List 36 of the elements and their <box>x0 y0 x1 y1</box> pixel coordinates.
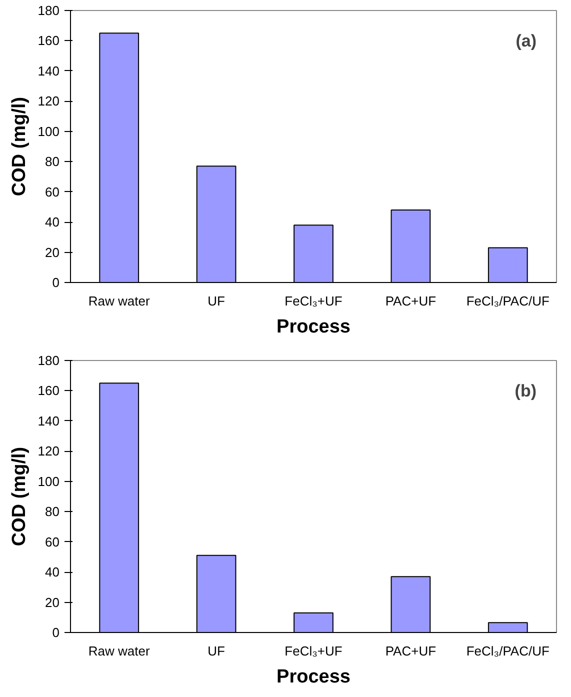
x-axis-title: Process <box>276 666 350 688</box>
x-tick-label: FeCl₃+UF <box>284 294 342 308</box>
x-tick-label: FeCl₃+UF <box>284 644 342 658</box>
y-axis-title: COD (mg/l) <box>8 96 30 196</box>
x-tick-label: PAC+UF <box>385 294 436 308</box>
x-axis-title: Process <box>276 316 350 338</box>
y-tick-label: 0 <box>52 275 60 290</box>
y-tick-label: 160 <box>38 33 60 48</box>
x-tick-label: Raw water <box>88 294 150 308</box>
y-tick-label: 20 <box>45 244 60 260</box>
y-tick-label: 40 <box>45 214 60 230</box>
y-tick-label: 120 <box>38 444 60 459</box>
y-tick-label: 140 <box>38 63 60 78</box>
y-tick-label: 180 <box>38 3 60 18</box>
y-tick-label: 20 <box>45 594 60 610</box>
x-tick-label: PAC+UF <box>385 644 436 658</box>
y-tick-label: 160 <box>38 383 60 398</box>
y-tick-label: 180 <box>38 353 60 368</box>
y-tick-label: 100 <box>38 124 60 139</box>
y-tick-label: 0 <box>52 625 60 640</box>
y-tick-label: 80 <box>45 504 60 520</box>
y-tick-label: 60 <box>45 534 60 550</box>
y-tick-label: 100 <box>38 474 60 489</box>
y-tick-label: 80 <box>45 154 60 170</box>
x-tick-label: UF <box>208 294 226 308</box>
x-tick-label: FeCl₃/PAC/UF <box>466 644 550 658</box>
y-axis-title: COD (mg/l) <box>8 446 30 546</box>
y-tick-label: 120 <box>38 94 60 109</box>
y-tick-label: 40 <box>45 564 60 580</box>
annotation: (a) <box>516 32 537 50</box>
x-tick-label: FeCl₃/PAC/UF <box>466 294 550 308</box>
y-tick-label: 140 <box>38 413 60 428</box>
x-tick-label: Raw water <box>88 644 150 658</box>
y-tick-label: 60 <box>45 184 60 200</box>
annotation: (b) <box>514 382 537 400</box>
x-tick-label: UF <box>208 644 226 658</box>
